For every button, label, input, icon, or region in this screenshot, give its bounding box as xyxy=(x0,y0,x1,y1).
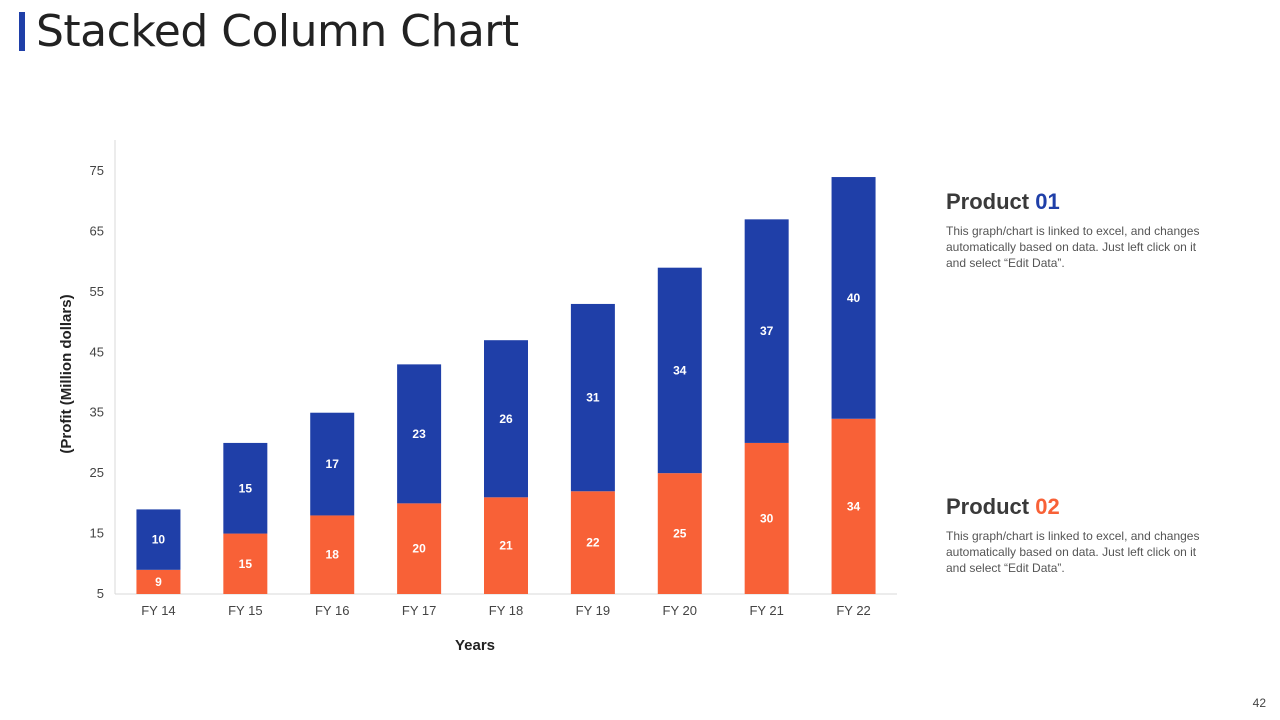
bar-segment xyxy=(831,418,876,594)
bar-segment xyxy=(831,177,876,419)
bar-data-label: 34 xyxy=(847,499,861,513)
bar-segment xyxy=(310,515,355,594)
y-tick-label: 65 xyxy=(90,223,104,238)
legend-product-01-number: 01 xyxy=(1035,189,1060,214)
x-tick-label: FY 21 xyxy=(749,603,783,618)
y-tick-label: 25 xyxy=(90,465,104,480)
bar-data-label: 40 xyxy=(847,291,861,305)
x-axis-title: Years xyxy=(455,637,495,654)
bar-data-label: 26 xyxy=(499,412,513,426)
bar-segment xyxy=(657,473,702,594)
legend-product-02-name: Product xyxy=(946,494,1030,519)
bar-data-label: 21 xyxy=(499,539,513,553)
bar-data-label: 31 xyxy=(586,391,600,405)
legend-product-02-number: 02 xyxy=(1035,494,1060,519)
x-tick-label: FY 19 xyxy=(576,603,610,618)
bar-data-label: 37 xyxy=(760,324,774,338)
x-tick-label: FY 17 xyxy=(402,603,436,618)
legend-title-product-02: Product 02 xyxy=(946,494,1206,520)
bar-segment xyxy=(136,569,181,594)
bar-segment xyxy=(744,219,789,443)
bar-segment xyxy=(484,340,528,498)
x-tick-label: FY 14 xyxy=(141,603,175,618)
bar-segment xyxy=(397,503,442,594)
y-tick-label: 35 xyxy=(90,405,104,420)
bar-segment xyxy=(397,364,442,504)
legend-product-02: Product 02 This graph/chart is linked to… xyxy=(946,494,1206,576)
y-tick-label: 45 xyxy=(90,344,104,359)
page-number: 42 xyxy=(1252,696,1266,710)
bar-segment xyxy=(223,533,268,594)
page-title: Stacked Column Chart xyxy=(36,6,519,57)
legend-product-01-name: Product xyxy=(946,189,1030,214)
bar-data-label: 9 xyxy=(155,575,162,589)
chart-bars xyxy=(136,177,876,594)
bar-data-label: 20 xyxy=(412,542,426,556)
bar-segment xyxy=(744,442,789,594)
bar-segment xyxy=(136,509,181,570)
chart-labels: 9 10 15 15 18 17 20 23 21 26 22 31 25 34 30 37 34 40 xyxy=(152,291,861,589)
bar-data-label: 17 xyxy=(326,457,340,471)
y-tick-label: 55 xyxy=(90,284,104,299)
y-tick-label: 75 xyxy=(90,163,104,178)
y-tick-label: 15 xyxy=(90,526,104,541)
bar-segment xyxy=(223,442,268,534)
bar-data-label: 15 xyxy=(239,557,253,571)
title-accent-bar xyxy=(19,12,25,51)
legend-product-02-description: This graph/chart is linked to excel, and… xyxy=(946,529,1200,575)
bar-data-label: 23 xyxy=(412,427,426,441)
legend-product-01-description: This graph/chart is linked to excel, and… xyxy=(946,224,1200,270)
x-tick-label: FY 22 xyxy=(836,603,870,618)
x-tick-label: FY 15 xyxy=(228,603,262,618)
bar-segment xyxy=(484,497,528,594)
bar-data-label: 10 xyxy=(152,533,166,547)
bar-data-label: 22 xyxy=(586,536,600,550)
y-tick-label: 5 xyxy=(97,586,104,601)
bar-segment xyxy=(310,412,355,516)
bar-data-label: 34 xyxy=(673,363,687,377)
bar-data-label: 15 xyxy=(239,481,253,495)
x-tick-label: FY 16 xyxy=(315,603,349,618)
y-axis-title: (Profit (Million dollars) xyxy=(58,294,75,453)
bar-data-label: 18 xyxy=(326,548,340,562)
legend-product-01: Product 01 This graph/chart is linked to… xyxy=(946,189,1206,271)
bar-segment xyxy=(570,303,615,492)
x-tick-label: FY 20 xyxy=(663,603,697,618)
bar-data-label: 25 xyxy=(673,527,687,541)
bar-segment xyxy=(657,267,702,474)
x-tick-label: FY 18 xyxy=(489,603,523,618)
bar-data-label: 30 xyxy=(760,511,774,525)
bar-segment xyxy=(570,491,615,594)
legend-title-product-01: Product 01 xyxy=(946,189,1206,215)
